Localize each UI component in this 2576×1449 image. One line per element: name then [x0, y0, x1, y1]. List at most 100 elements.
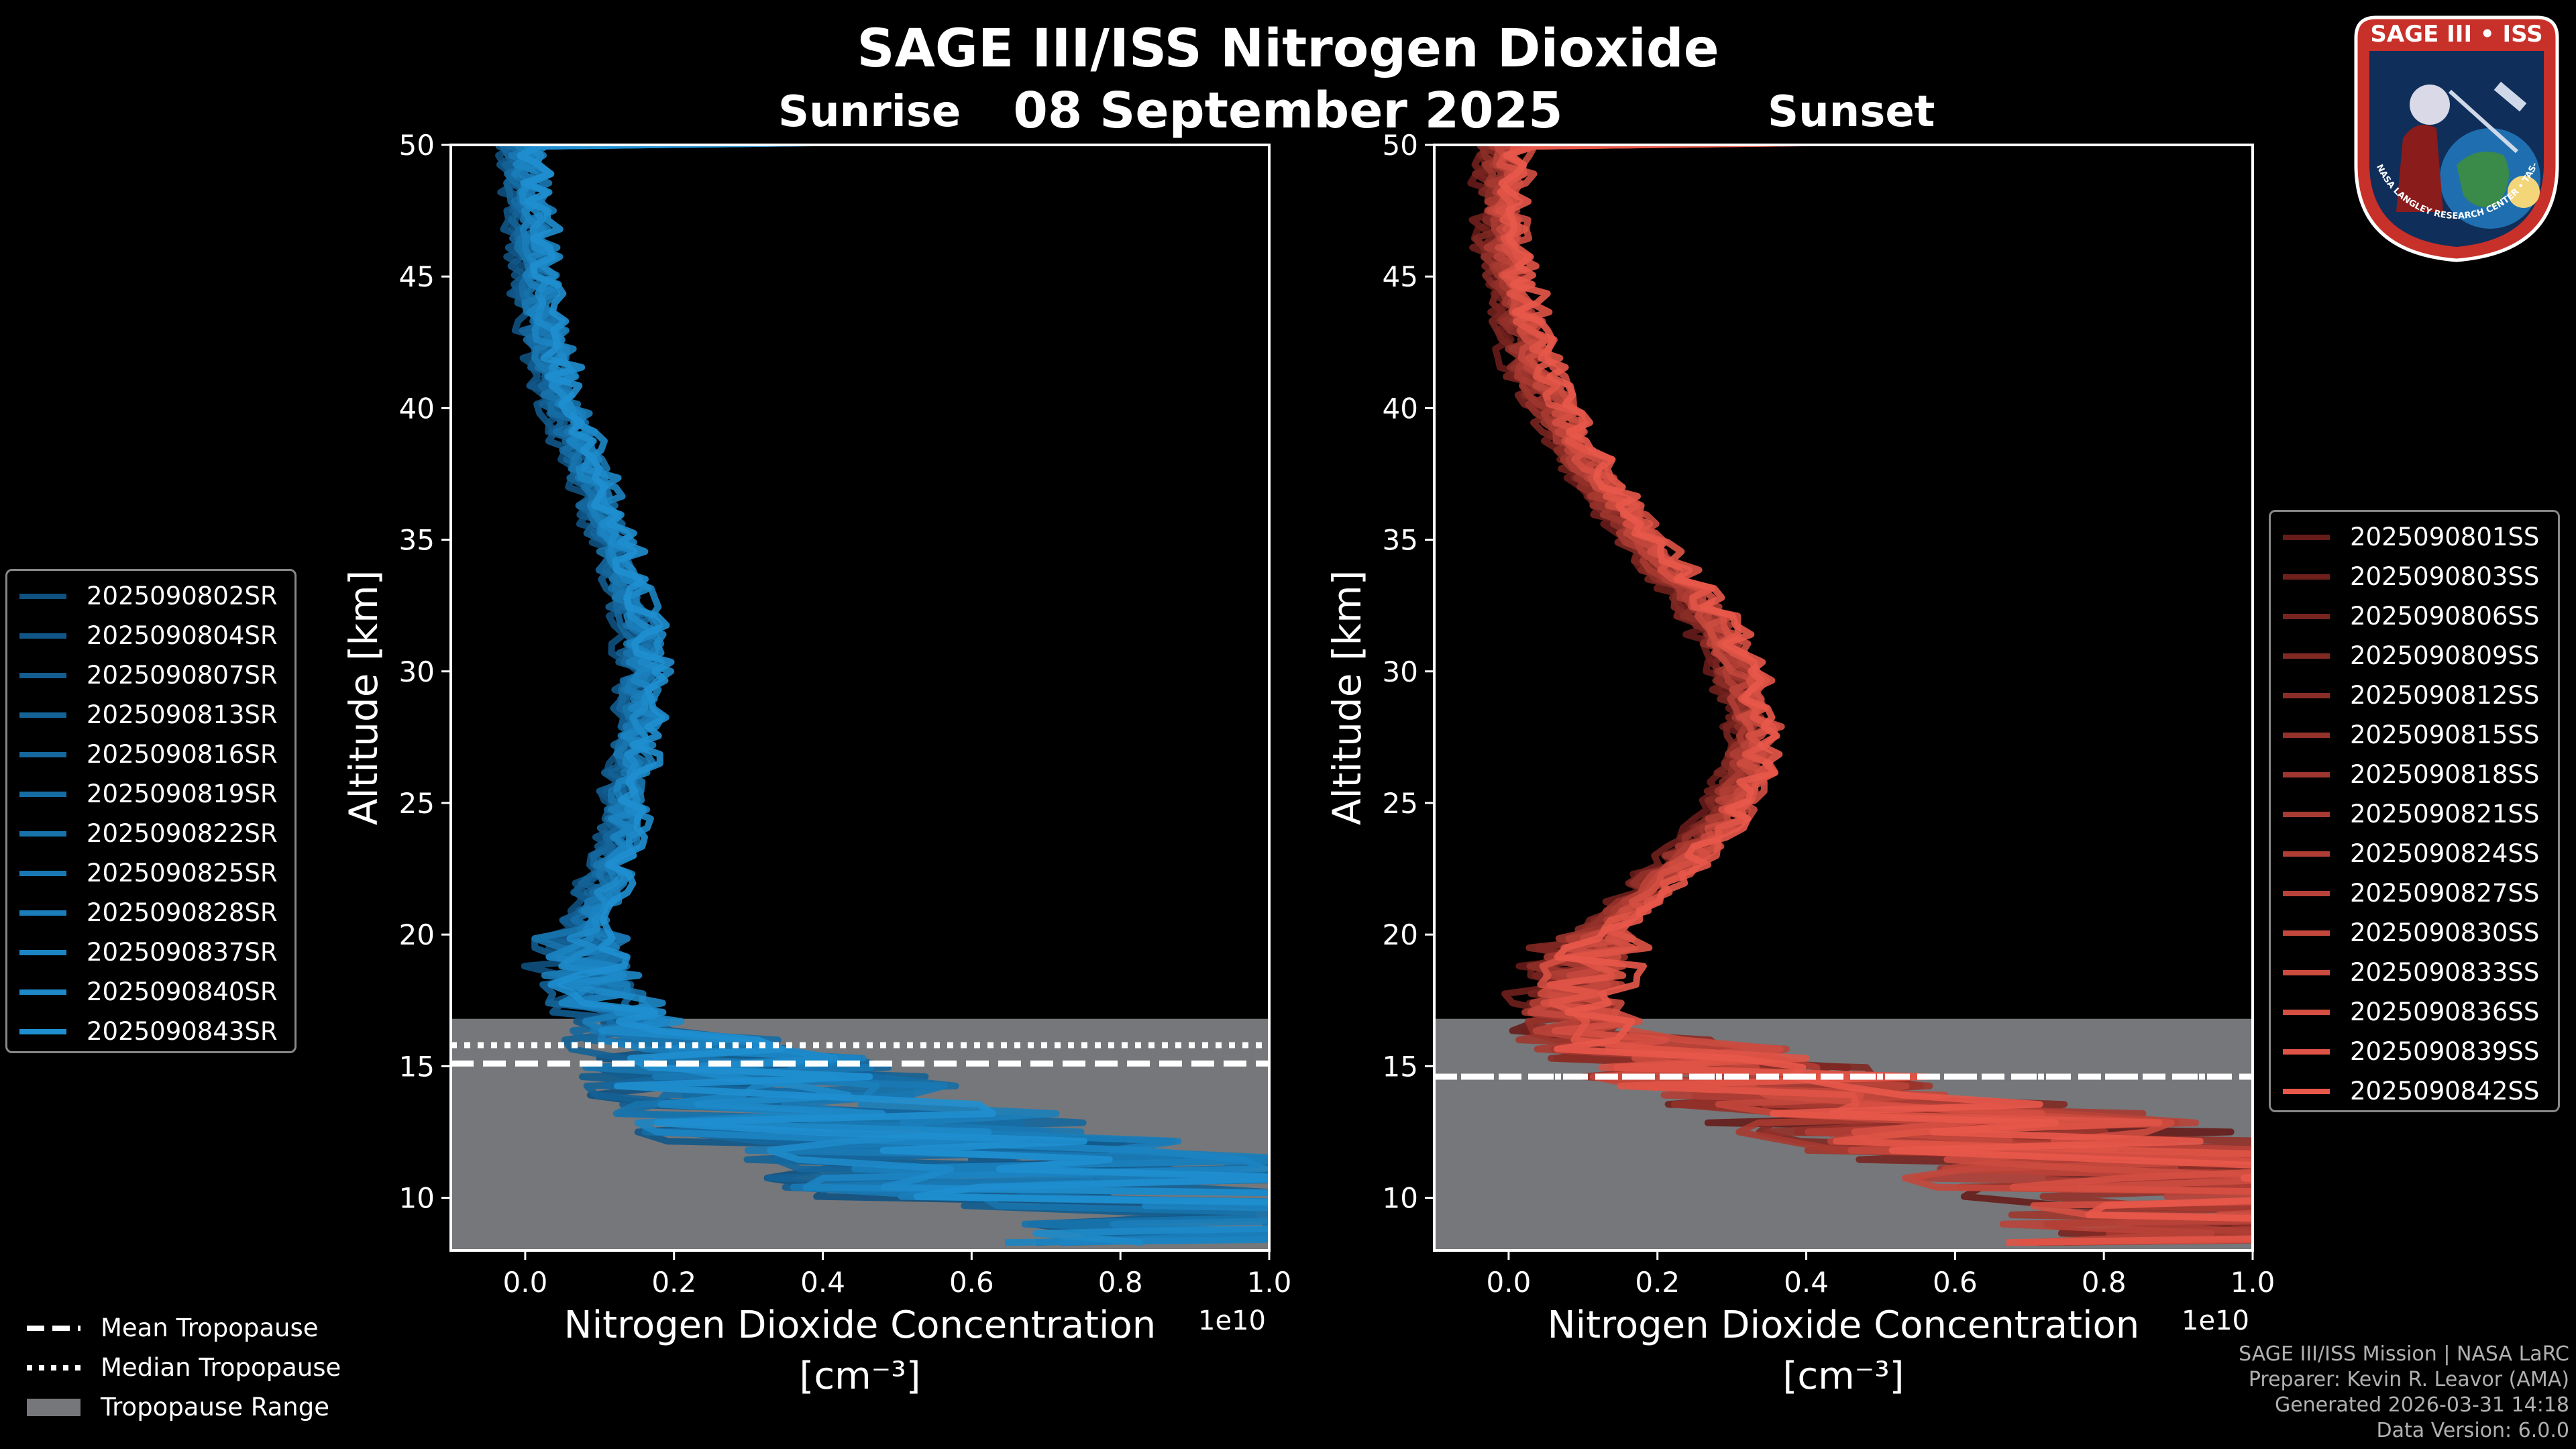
legend-swatch: [19, 751, 66, 757]
legend-label: 2025090830SS: [2350, 918, 2540, 947]
x-tick-label: 0.2: [1635, 1266, 1680, 1299]
y-tick-label: 10: [399, 1182, 435, 1215]
legend-label: 2025090812SS: [2350, 681, 2540, 710]
legend-label: 2025090815SS: [2350, 720, 2540, 749]
legend-swatch: [2283, 534, 2330, 540]
legend-swatch: [2283, 771, 2330, 777]
legend-entry-2025090812SS: 2025090812SS: [2271, 676, 2539, 715]
legend-label: 2025090837SR: [87, 938, 278, 967]
y-tick-label: 30: [1383, 655, 1418, 688]
legend-entry-2025090801SS: 2025090801SS: [2271, 517, 2539, 557]
sunset-axes-frame: [1433, 144, 2254, 1252]
legend-entry-2025090818SS: 2025090818SS: [2271, 755, 2539, 794]
legend-swatch: [2283, 969, 2330, 975]
x-tick-label: 0.0: [1487, 1266, 1532, 1299]
legend-swatch: [19, 830, 66, 837]
x-tick-label: 0.8: [2082, 1266, 2127, 1299]
legend-entry-2025090837SR: 2025090837SR: [7, 932, 278, 972]
credits: SAGE III/ISS Mission | NASA LaRC Prepare…: [2239, 1342, 2569, 1444]
legend-label: 2025090801SS: [2350, 523, 2540, 551]
legend-swatch: [2283, 1009, 2330, 1015]
legend-entry-2025090821SS: 2025090821SS: [2271, 794, 2539, 834]
legend-entry-2025090813SR: 2025090813SR: [7, 695, 278, 735]
y-tick-label: 50: [399, 129, 435, 162]
legend-swatch: [19, 593, 66, 599]
y-tick-label: 35: [399, 524, 435, 557]
sunset-y-axis-label: Altitude [km]: [1324, 570, 1370, 825]
legend-entry-2025090843SR: 2025090843SR: [7, 1012, 278, 1051]
legend-label: 2025090807SR: [87, 661, 278, 690]
patch-title: SAGE III • ISS: [2370, 21, 2542, 48]
profile-2025090843SR: [517, 145, 1269, 1205]
legend-label: 2025090804SR: [87, 621, 278, 650]
legend-entry-2025090807SR: 2025090807SR: [7, 655, 278, 695]
legend-swatch: [2283, 574, 2330, 580]
legend-label: 2025090816SR: [87, 740, 278, 769]
credits-mission: SAGE III/ISS Mission | NASA LaRC: [2239, 1342, 2569, 1366]
legend-entry-2025090840SR: 2025090840SR: [7, 972, 278, 1012]
legend-entry-2025090828SR: 2025090828SR: [7, 893, 278, 932]
legend-swatch: [2283, 1088, 2330, 1094]
y-tick-label: 15: [1383, 1050, 1418, 1083]
legend-label: 2025090833SS: [2350, 958, 2540, 987]
legend-entry-2025090825SR: 2025090825SR: [7, 853, 278, 893]
legend-entry-2025090803SS: 2025090803SS: [2271, 557, 2539, 596]
legend-median-label: Median Tropopause: [101, 1353, 341, 1382]
figure-title: SAGE III/ISS Nitrogen Dioxide: [857, 19, 1719, 79]
legend-swatch: [19, 949, 66, 955]
legend-entry-2025090842SS: 2025090842SS: [2271, 1071, 2539, 1111]
legend-swatch: [19, 633, 66, 639]
credits-preparer: Preparer: Kevin R. Leavor (AMA): [2248, 1368, 2569, 1391]
x-tick-label: 0.6: [949, 1266, 994, 1299]
x-tick-label: 1.0: [1247, 1266, 1292, 1299]
legend-label: 2025090828SR: [87, 898, 278, 927]
profile-2025090842SS: [1498, 145, 2253, 1222]
legend-entry-2025090816SR: 2025090816SR: [7, 735, 278, 774]
y-tick-label: 20: [399, 918, 435, 951]
x-tick-label: 0.4: [1784, 1266, 1829, 1299]
legend-entry-2025090822SR: 2025090822SR: [7, 814, 278, 853]
y-tick-label: 40: [1383, 392, 1418, 425]
sunrise-x-axis-unit: [cm⁻³]: [799, 1354, 920, 1398]
credits-generated: Generated 2026-03-31 14:18: [2274, 1393, 2569, 1417]
x-tick-label: 0.0: [503, 1266, 548, 1299]
legend-label: 2025090843SR: [87, 1017, 278, 1046]
sage-iii-iss-mission-patch-icon: SAGE III • ISS BALL • NASA LANGLEY RESEA…: [2339, 3, 2571, 266]
legend-label: 2025090802SR: [87, 582, 278, 610]
legend-mean-label: Mean Tropopause: [101, 1313, 319, 1342]
sunset-x-scale-label: 1e10: [2182, 1305, 2249, 1336]
sunset-legend: 2025090801SS 2025090803SS 2025090806SS 2025…: [2269, 510, 2560, 1112]
y-tick-label: 50: [1383, 129, 1418, 162]
legend-swatch: [19, 672, 66, 678]
legend-swatch: [2283, 930, 2330, 936]
sunrise-x-scale-label: 1e10: [1198, 1305, 1266, 1336]
y-tick-label: 10: [1383, 1182, 1418, 1215]
sunrise-legend: 2025090802SR 2025090804SR 2025090807SR 2025…: [5, 569, 297, 1053]
legend-swatch: [19, 989, 66, 995]
legend-swatch: [2283, 811, 2330, 817]
x-tick-label: 0.2: [651, 1266, 696, 1299]
x-tick-label: 0.4: [800, 1266, 845, 1299]
legend-label: 2025090813SR: [87, 700, 278, 729]
legend-label: 2025090840SR: [87, 977, 278, 1006]
legend-entry-2025090815SS: 2025090815SS: [2271, 715, 2539, 755]
sunset-subtitle: Sunset: [1768, 87, 1935, 137]
legend-range-label: Tropopause Range: [101, 1393, 330, 1421]
y-tick-label: 25: [399, 787, 435, 820]
legend-label: 2025090825SR: [87, 859, 278, 888]
legend-entry-2025090804SR: 2025090804SR: [7, 616, 278, 655]
legend-label: 2025090818SS: [2350, 760, 2540, 789]
legend-swatch: [2283, 653, 2330, 659]
legend-entry-2025090833SS: 2025090833SS: [2271, 953, 2539, 992]
legend-swatch: [19, 870, 66, 876]
legend-median-tropopause: Median Tropopause: [27, 1348, 341, 1387]
legend-entry-2025090809SS: 2025090809SS: [2271, 636, 2539, 676]
sunrise-subtitle: Sunrise: [778, 87, 961, 137]
legend-label: 2025090819SR: [87, 780, 278, 808]
legend-entry-2025090806SS: 2025090806SS: [2271, 596, 2539, 636]
legend-entry-2025090819SR: 2025090819SR: [7, 774, 278, 814]
sunrise-y-axis-label: Altitude [km]: [341, 570, 386, 825]
sunrise-axes-frame: [449, 144, 1271, 1252]
y-tick-label: 40: [399, 392, 435, 425]
